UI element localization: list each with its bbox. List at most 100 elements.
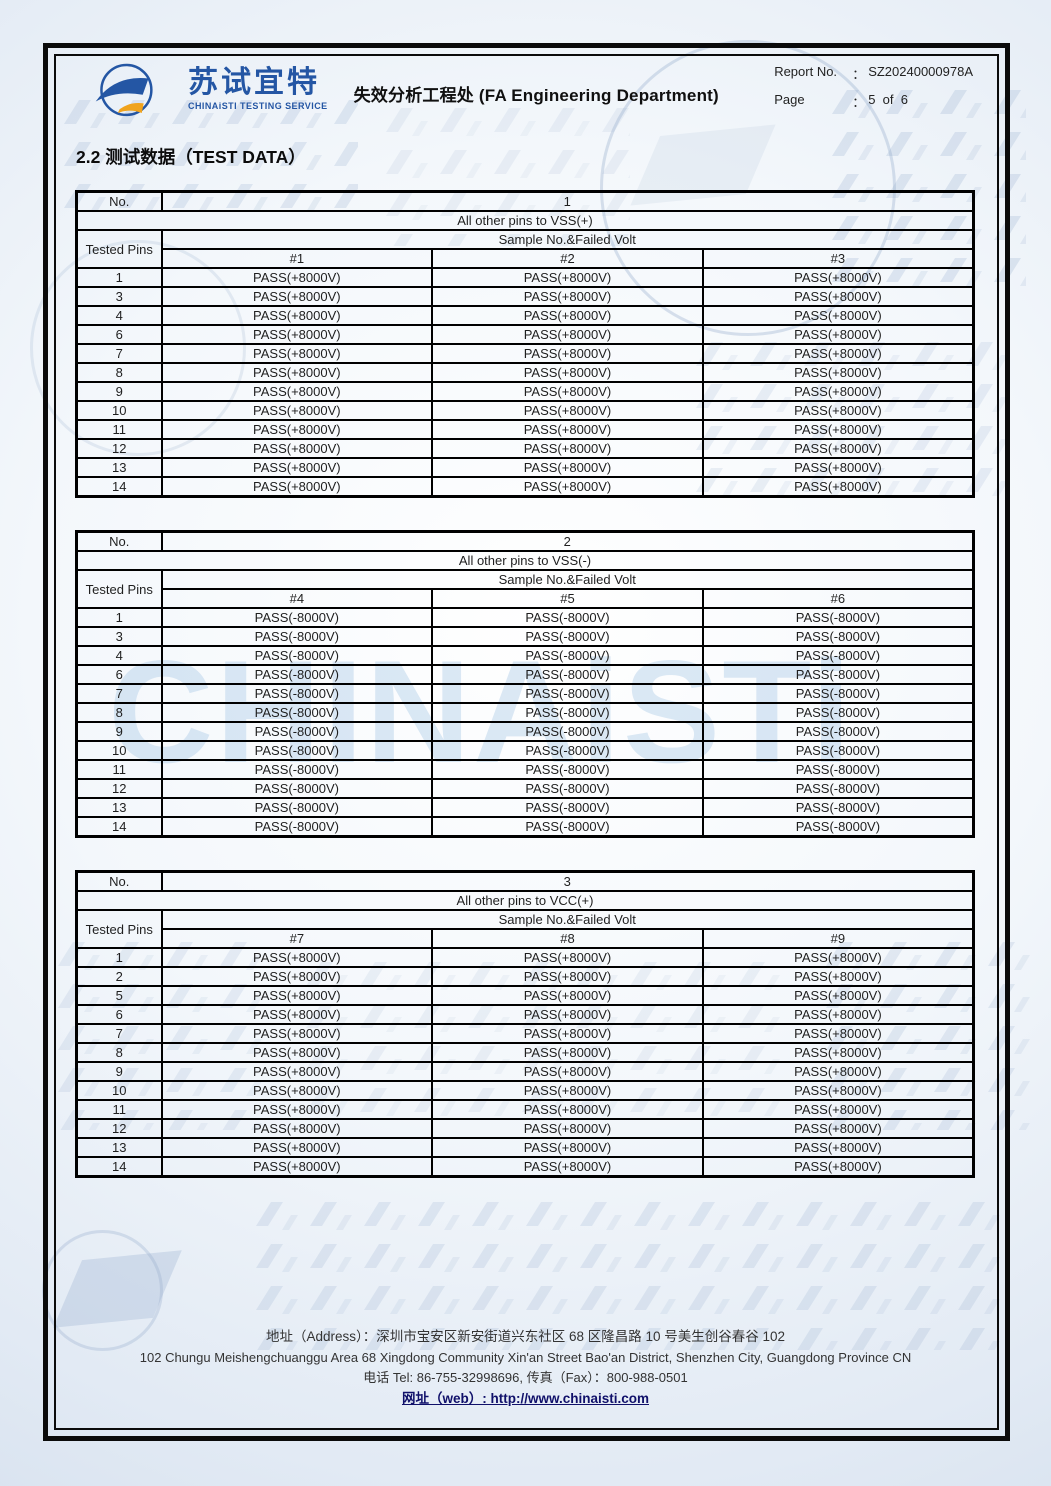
result-cell: PASS(+8000V) [160, 966, 434, 987]
address-en: 102 Chungu Meishengchuanggu Area 68 Xing… [139, 1349, 912, 1365]
result-cell: PASS(+8000V) [160, 1080, 434, 1101]
table-row: 8 PASS(+8000V) PASS(+8000V) PASS(+8000V) [75, 1042, 975, 1063]
table-row: Tested Pins Sample No.&Failed Volt [75, 909, 975, 949]
table-row: 6 PASS(+8000V) PASS(+8000V) PASS(+8000V) [75, 1004, 975, 1025]
table-row: 7 PASS(+8000V) PASS(+8000V) PASS(+8000V) [75, 1023, 975, 1044]
result-cell: PASS(+8000V) [431, 267, 704, 288]
pin-cell: 8 [75, 1042, 163, 1063]
condition-cell: All other pins to VSS(+) [75, 210, 975, 231]
pin-cell: 8 [75, 362, 163, 383]
no-label-cell: No. [75, 870, 163, 892]
result-cell: PASS(+8000V) [701, 267, 975, 288]
table-row: 6 PASS(+8000V) PASS(+8000V) PASS(+8000V) [75, 324, 975, 345]
result-cell: PASS(+8000V) [431, 1118, 704, 1139]
result-cell: PASS(+8000V) [701, 1137, 975, 1158]
sample-label: #1 [160, 248, 434, 269]
result-cell: PASS(+8000V) [431, 362, 704, 383]
table-row: #1 #2 #3 [77, 248, 975, 269]
pin-cell: 7 [75, 1023, 163, 1044]
result-cell: PASS(-8000V) [701, 816, 975, 838]
no-label-cell: No. [75, 530, 163, 552]
result-cell: PASS(-8000V) [431, 683, 704, 704]
result-cell: PASS(+8000V) [701, 1156, 975, 1178]
pin-cell: 14 [75, 476, 163, 498]
sample-header-cell: Sample No.&Failed Volt [160, 229, 975, 250]
website-link[interactable]: 网址（web）: http://www.chinaisti.com [401, 1390, 649, 1406]
result-cell: PASS(-8000V) [701, 759, 975, 780]
sample-header-cell: Sample No.&Failed Volt [160, 909, 975, 930]
table-row: 1 PASS(-8000V) PASS(-8000V) PASS(-8000V) [75, 607, 975, 628]
table-row: 5 PASS(+8000V) PASS(+8000V) PASS(+8000V) [75, 985, 975, 1006]
table-row: 10 PASS(+8000V) PASS(+8000V) PASS(+8000V… [75, 1080, 975, 1101]
result-cell: PASS(-8000V) [160, 721, 434, 742]
table-row: 9 PASS(+8000V) PASS(+8000V) PASS(+8000V) [75, 381, 975, 402]
pin-cell: 14 [75, 1156, 163, 1178]
result-cell: PASS(+8000V) [160, 400, 434, 421]
result-cell: PASS(-8000V) [701, 721, 975, 742]
result-cell: PASS(+8000V) [431, 457, 704, 478]
result-cell: PASS(+8000V) [160, 324, 434, 345]
result-cell: PASS(+8000V) [160, 305, 434, 326]
result-cell: PASS(+8000V) [701, 343, 975, 364]
tested-pins-header: Tested Pins [75, 909, 163, 949]
table-row: 1 PASS(+8000V) PASS(+8000V) PASS(+8000V) [75, 947, 975, 968]
result-cell: PASS(-8000V) [701, 607, 975, 628]
table-row: 12 PASS(+8000V) PASS(+8000V) PASS(+8000V… [75, 438, 975, 459]
result-cell: PASS(+8000V) [160, 1042, 434, 1063]
result-cell: PASS(+8000V) [431, 947, 704, 968]
table-row: 11 PASS(+8000V) PASS(+8000V) PASS(+8000V… [75, 419, 975, 440]
result-cell: PASS(-8000V) [701, 626, 975, 647]
brand-name-en: CHINAiSTI TESTING SERVICE [188, 101, 328, 111]
pin-cell: 3 [75, 286, 163, 307]
test-table-2: No. 2 All other pins to VSS(-) Tested Pi… [75, 530, 975, 838]
result-cell: PASS(+8000V) [431, 1156, 704, 1178]
result-cell: PASS(+8000V) [431, 1042, 704, 1063]
result-cell: PASS(+8000V) [431, 1137, 704, 1158]
pin-cell: 1 [75, 607, 163, 628]
result-cell: PASS(-8000V) [431, 664, 704, 685]
result-cell: PASS(-8000V) [431, 721, 704, 742]
pin-cell: 6 [75, 664, 163, 685]
table-row: 8 PASS(+8000V) PASS(+8000V) PASS(+8000V) [75, 362, 975, 383]
result-cell: PASS(+8000V) [160, 286, 434, 307]
table-row: 9 PASS(+8000V) PASS(+8000V) PASS(+8000V) [75, 1061, 975, 1082]
result-cell: PASS(+8000V) [431, 1023, 704, 1044]
result-cell: PASS(+8000V) [431, 305, 704, 326]
table-row: 11 PASS(+8000V) PASS(+8000V) PASS(+8000V… [75, 1099, 975, 1120]
sample-label: #8 [431, 928, 704, 949]
result-cell: PASS(+8000V) [431, 966, 704, 987]
result-cell: PASS(+8000V) [160, 1137, 434, 1158]
result-cell: PASS(+8000V) [701, 1061, 975, 1082]
result-cell: PASS(+8000V) [431, 985, 704, 1006]
result-cell: PASS(+8000V) [431, 1080, 704, 1101]
result-cell: PASS(-8000V) [431, 702, 704, 723]
pin-cell: 4 [75, 645, 163, 666]
result-cell: PASS(+8000V) [701, 1042, 975, 1063]
sample-label: #6 [701, 588, 975, 609]
table-row: 1 PASS(+8000V) PASS(+8000V) PASS(+8000V) [75, 267, 975, 288]
test-table-1: No. 1 All other pins to VSS(+) Tested Pi… [75, 190, 975, 498]
result-cell: PASS(+8000V) [431, 438, 704, 459]
result-cell: PASS(-8000V) [160, 759, 434, 780]
result-cell: PASS(+8000V) [160, 419, 434, 440]
pin-cell: 6 [75, 1004, 163, 1025]
table-row: 14 PASS(-8000V) PASS(-8000V) PASS(-8000V… [75, 816, 975, 838]
tested-pins-header: Tested Pins [75, 229, 163, 269]
pin-cell: 11 [75, 759, 163, 780]
result-cell: PASS(+8000V) [701, 419, 975, 440]
result-cell: PASS(-8000V) [431, 759, 704, 780]
pin-cell: 6 [75, 324, 163, 345]
condition-cell: All other pins to VCC(+) [75, 890, 975, 911]
page-label: Page [774, 92, 805, 107]
report-number-row: Report No. ： SZ20240000978A [774, 64, 973, 83]
result-cell: PASS(-8000V) [160, 740, 434, 761]
table-row: 12 PASS(-8000V) PASS(-8000V) PASS(-8000V… [75, 778, 975, 799]
result-cell: PASS(+8000V) [431, 1061, 704, 1082]
result-cell: PASS(+8000V) [160, 1061, 434, 1082]
result-cell: PASS(+8000V) [431, 343, 704, 364]
table-row: 8 PASS(-8000V) PASS(-8000V) PASS(-8000V) [75, 702, 975, 723]
report-no-value: SZ20240000978A [868, 64, 973, 79]
pin-cell: 12 [75, 438, 163, 459]
result-cell: PASS(+8000V) [160, 267, 434, 288]
